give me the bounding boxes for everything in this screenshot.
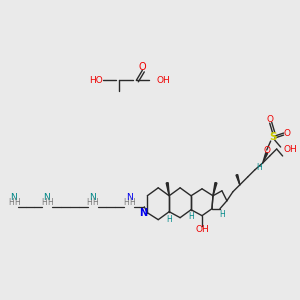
Text: O: O — [263, 146, 270, 155]
Text: O: O — [266, 115, 273, 124]
Text: OH: OH — [195, 225, 209, 234]
Text: S: S — [269, 132, 276, 142]
Text: N: N — [11, 193, 17, 202]
Text: H: H — [166, 215, 172, 224]
Text: N: N — [126, 193, 133, 202]
Text: H: H — [130, 198, 135, 207]
Text: H: H — [47, 198, 52, 207]
Text: H: H — [87, 198, 92, 207]
Text: N: N — [89, 193, 96, 202]
Text: HO: HO — [89, 76, 103, 85]
Polygon shape — [213, 183, 217, 196]
Text: N: N — [139, 208, 147, 218]
Text: H: H — [14, 198, 20, 207]
Polygon shape — [166, 183, 169, 196]
Text: N: N — [44, 193, 50, 202]
Polygon shape — [236, 175, 240, 185]
Text: O: O — [139, 62, 146, 72]
Text: H: H — [8, 198, 14, 207]
Text: H: H — [219, 210, 225, 219]
Text: H: H — [124, 198, 129, 207]
Text: OH: OH — [284, 145, 297, 154]
Text: OH: OH — [156, 76, 170, 85]
Text: O: O — [283, 129, 290, 138]
Text: H: H — [188, 212, 194, 221]
Text: H: H — [256, 164, 262, 172]
Polygon shape — [263, 153, 268, 163]
Text: H: H — [41, 198, 47, 207]
Text: H: H — [93, 198, 98, 207]
